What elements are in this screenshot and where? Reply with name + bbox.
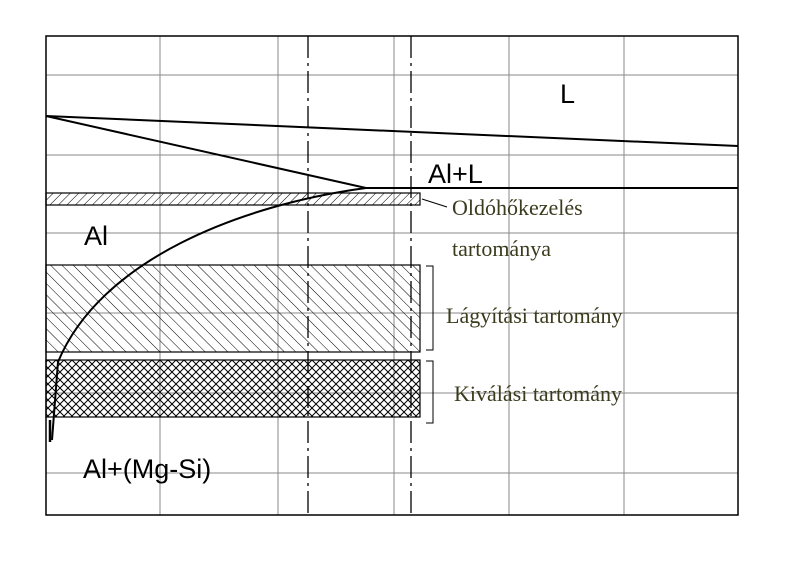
label-liquid: L bbox=[560, 79, 575, 109]
label-precipitation: Kiválási tartomány bbox=[454, 381, 622, 406]
label-alpha-plus-liquid: Al+L bbox=[428, 159, 483, 189]
solution-treatment-leader bbox=[421, 198, 448, 208]
precipitation-bracket bbox=[426, 360, 434, 424]
liquidus-line bbox=[45, 115, 739, 147]
annealing-band bbox=[45, 264, 421, 353]
label-annealing: Lágyítási tartomány bbox=[446, 303, 623, 328]
label-alpha: Al bbox=[84, 221, 108, 251]
range-brackets bbox=[421, 198, 448, 424]
label-solution-treatment-line2: tartománya bbox=[452, 236, 551, 261]
solidus-line bbox=[45, 115, 738, 189]
precipitation-band bbox=[45, 359, 421, 418]
annealing-bracket bbox=[426, 265, 434, 351]
phase-boundaries bbox=[45, 115, 739, 441]
solution-treatment-band bbox=[45, 192, 421, 206]
label-alpha-plus-precipitate: Al+(Mg-Si) bbox=[83, 454, 211, 484]
composition-lines bbox=[307, 36, 412, 515]
label-solution-treatment-line1: Oldóhőkezelés bbox=[452, 195, 583, 220]
solvus-curve bbox=[51, 187, 367, 441]
